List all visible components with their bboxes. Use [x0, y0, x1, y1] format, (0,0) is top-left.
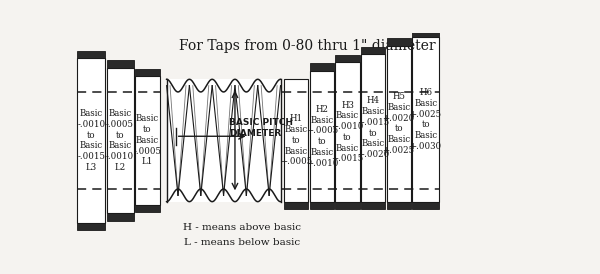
Bar: [167, 79, 281, 202]
Bar: [136, 205, 160, 212]
Bar: [361, 47, 385, 54]
Bar: [386, 38, 411, 45]
Bar: [77, 51, 105, 58]
Text: BASIC PITCH
DIAMETER: BASIC PITCH DIAMETER: [229, 118, 293, 138]
Bar: [386, 202, 411, 209]
Bar: [77, 58, 105, 223]
Text: H - means above basic: H - means above basic: [184, 223, 301, 232]
Bar: [136, 76, 160, 205]
Text: H5
Basic
+.0020
to
Basic
+.0025: H5 Basic +.0020 to Basic +.0025: [383, 92, 415, 155]
Text: H6
Basic
+.0025
to
Basic
+.0030: H6 Basic +.0025 to Basic +.0030: [410, 88, 442, 151]
Bar: [107, 68, 134, 213]
Text: For Taps from 0-80 thru 1" diameter: For Taps from 0-80 thru 1" diameter: [179, 39, 436, 53]
Text: Basic
-.0005
to
Basic
-.0010
L2: Basic -.0005 to Basic -.0010 L2: [106, 109, 134, 172]
Bar: [335, 55, 359, 62]
Text: H2
Basic
+.0005
to
Basic
+.0010: H2 Basic +.0005 to Basic +.0010: [306, 105, 338, 168]
Bar: [361, 54, 385, 202]
Bar: [386, 45, 411, 202]
Text: H3
Basic
+.0010
to
Basic
+.0015: H3 Basic +.0010 to Basic +.0015: [331, 101, 364, 163]
Bar: [412, 30, 439, 37]
Text: H4
Basic
+.0015
to
Basic
+.0020: H4 Basic +.0015 to Basic +.0020: [357, 96, 389, 159]
Bar: [136, 69, 160, 76]
Text: L - means below basic: L - means below basic: [184, 238, 301, 247]
Bar: [310, 202, 334, 209]
Text: Basic
-.0010
to
Basic
-.0015
L3: Basic -.0010 to Basic -.0015 L3: [77, 109, 106, 172]
Bar: [361, 202, 385, 209]
Text: H1
Basic
to
Basic
+.0005: H1 Basic to Basic +.0005: [280, 115, 313, 167]
Bar: [284, 79, 308, 202]
Bar: [107, 213, 134, 221]
Bar: [77, 223, 105, 230]
Bar: [284, 202, 308, 209]
Bar: [107, 60, 134, 68]
Text: Basic
to
Basic
-.0005
L1: Basic to Basic -.0005 L1: [134, 115, 161, 167]
Bar: [335, 62, 359, 202]
Bar: [310, 64, 334, 71]
Bar: [412, 202, 439, 209]
Bar: [310, 71, 334, 202]
Bar: [412, 37, 439, 202]
Bar: [335, 202, 359, 209]
